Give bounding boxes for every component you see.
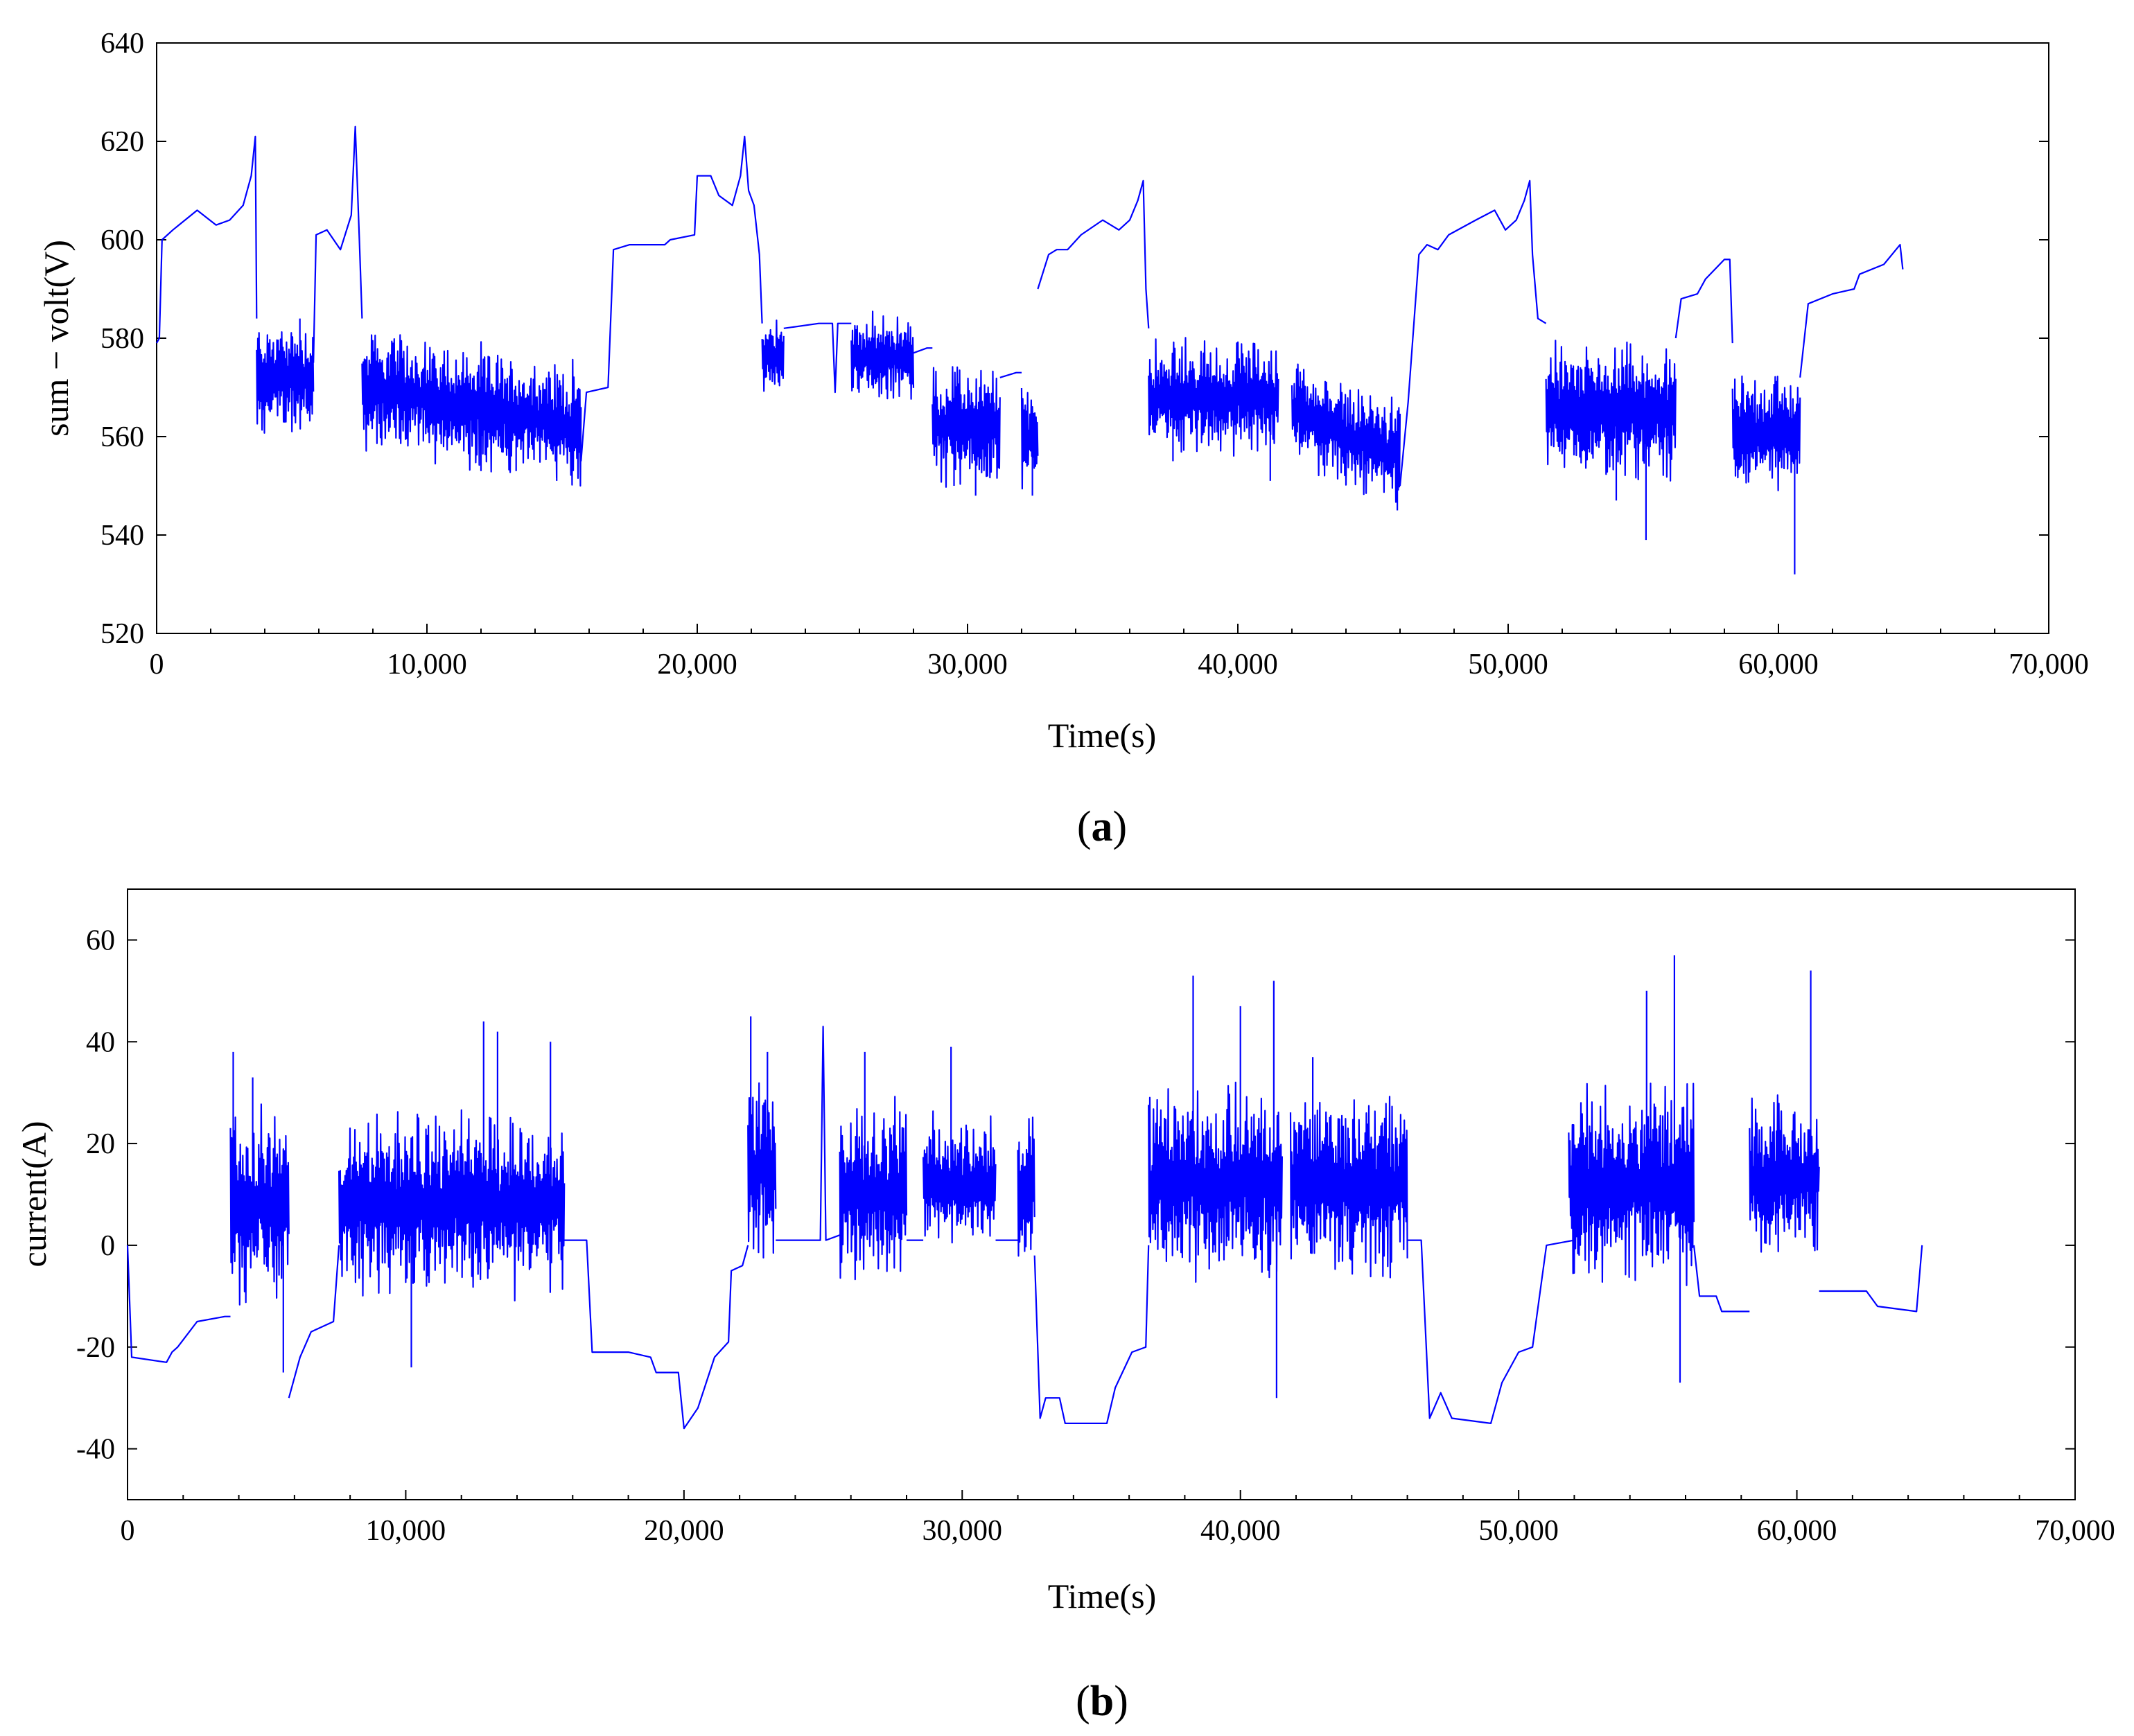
panel-b-y-tick-label: 0 <box>100 1230 115 1262</box>
panel-a-line-segment-16 <box>1545 340 1677 541</box>
panel-b-current-chart: 0 10,000 20,000 30,000 40,000 50,000 60,000 70,… <box>15 888 2115 1725</box>
panel-a-line-segment-12 <box>1037 179 1150 328</box>
panel-b-x-tick-label: 0 <box>121 1515 135 1547</box>
panel-b-y-tick-label: 60 <box>86 924 115 956</box>
panel-b-x-tick-label: 50,000 <box>1478 1515 1559 1547</box>
panel-a-line-segment-11 <box>1020 387 1039 496</box>
panel-b-y-tick-label: -40 <box>76 1434 115 1466</box>
panel-b-x-axis-title: Time(s) <box>1048 1577 1157 1615</box>
panel-a-line-segment-0 <box>156 135 258 344</box>
panel-b-y-tick-label: 40 <box>86 1026 115 1058</box>
panel-a-x-tick-label: 60,000 <box>1738 649 1819 681</box>
panel-b-label-letter: b <box>1090 1678 1114 1725</box>
panel-a-line-segment-8 <box>913 347 933 354</box>
panel-a-plot-frame <box>156 42 2049 634</box>
panel-b-x-tick-label: 70,000 <box>2035 1515 2115 1547</box>
panel-b-line-segment-6 <box>776 1026 841 1241</box>
panel-a-line-segment-7 <box>850 310 915 400</box>
panel-b-x-tick-label: 40,000 <box>1200 1515 1281 1547</box>
panel-b-y-tick-label: -20 <box>76 1332 115 1364</box>
panel-a-voltage-chart: 0 10,000 20,000 30,000 40,000 50,000 60,000 70,… <box>37 28 2089 850</box>
panel-b-line-segment-2 <box>288 1245 340 1399</box>
panel-a-line-segment-15 <box>1399 179 1547 486</box>
panel-a-axis-ticks: 0 10,000 20,000 30,000 40,000 50,000 60,000 70,… <box>100 28 2089 681</box>
panel-a-line-segment-2 <box>313 125 363 363</box>
panel-a-line-segment-14 <box>1291 363 1401 511</box>
panel-b-x-tick-label: 30,000 <box>922 1515 1003 1547</box>
panel-b-y-axis-title: current(A) <box>15 1121 53 1268</box>
panel-a-y-tick-label: 640 <box>100 28 144 60</box>
panel-b-x-tick-label: 10,000 <box>366 1515 446 1547</box>
panel-b-line-segment-4 <box>564 1239 749 1430</box>
panel-a-x-tick-label: 0 <box>150 649 164 681</box>
panel-b-x-tick-label: 20,000 <box>644 1515 724 1547</box>
panel-a-y-tick-label: 520 <box>100 618 144 650</box>
panel-a-x-tick-label: 10,000 <box>387 649 467 681</box>
panel-a-line-segment-9 <box>932 366 1001 496</box>
panel-a-x-tick-label: 70,000 <box>2009 649 2089 681</box>
panel-b-line-segment-18 <box>1749 970 1820 1253</box>
panel-a-y-axis-title: sum − volt(V) <box>37 240 76 437</box>
panel-b-line-segment-19 <box>1819 1245 1923 1313</box>
panel-b-line-segment-14 <box>1289 1057 1408 1279</box>
panel-a-x-tick-label: 20,000 <box>657 649 737 681</box>
panel-b-line-segment-15 <box>1407 1239 1575 1424</box>
panel-b-x-tick-label: 60,000 <box>1757 1515 1837 1547</box>
panel-b-line-segment-12 <box>1033 1245 1150 1424</box>
panel-a-x-tick-label: 50,000 <box>1468 649 1548 681</box>
panel-b-plot-frame <box>127 888 2076 1500</box>
panel-b-line-segment-3 <box>338 1021 566 1368</box>
panel-b-line-segment-16 <box>1568 955 1695 1383</box>
panel-a-label: (a) <box>1077 803 1127 850</box>
panel-a-line-segment-18 <box>1731 375 1801 575</box>
panel-a-line-segment-3 <box>361 334 582 487</box>
panel-a-line-segment-5 <box>761 319 785 392</box>
panel-a-x-tick-label: 40,000 <box>1198 649 1278 681</box>
panel-b-line-segment-0 <box>126 1245 231 1363</box>
panel-a-series-line <box>156 125 1904 575</box>
panel-a-x-tick-label: 30,000 <box>927 649 1008 681</box>
panel-b-label: (b) <box>1076 1678 1128 1725</box>
panel-b-series-line <box>126 955 1923 1430</box>
panel-a-y-tick-label: 600 <box>100 225 144 256</box>
panel-a-label-letter: a <box>1092 803 1113 850</box>
panel-a-line-segment-13 <box>1148 337 1279 481</box>
panel-a-line-segment-10 <box>999 371 1022 378</box>
panel-b-line-segment-9 <box>922 1046 997 1244</box>
panel-b-line-segment-11 <box>1017 1116 1035 1257</box>
panel-a-x-axis-title: Time(s) <box>1048 716 1157 755</box>
panel-a-line-segment-6 <box>783 322 852 394</box>
panel-b-line-segment-7 <box>839 1051 908 1281</box>
panel-b-line-segment-13 <box>1148 975 1283 1399</box>
panel-b-axis-ticks: 0 10,000 20,000 30,000 40,000 50,000 60,000 70,… <box>76 924 2115 1547</box>
panel-b-line-segment-17 <box>1693 1245 1750 1313</box>
panel-a-y-tick-label: 580 <box>100 323 144 355</box>
panel-b-line-segment-5 <box>747 1016 777 1259</box>
panel-a-line-segment-17 <box>1674 258 1733 344</box>
panel-a-y-tick-label: 560 <box>100 421 144 453</box>
panel-a-line-segment-4 <box>580 135 763 462</box>
panel-a-y-tick-label: 540 <box>100 520 144 552</box>
panel-a-y-tick-label: 620 <box>100 126 144 158</box>
panel-a-line-segment-19 <box>1799 244 1904 378</box>
panel-b-y-tick-label: 20 <box>86 1128 115 1160</box>
panel-a-line-segment-1 <box>256 318 315 434</box>
panel-b-line-segment-1 <box>229 1051 290 1373</box>
